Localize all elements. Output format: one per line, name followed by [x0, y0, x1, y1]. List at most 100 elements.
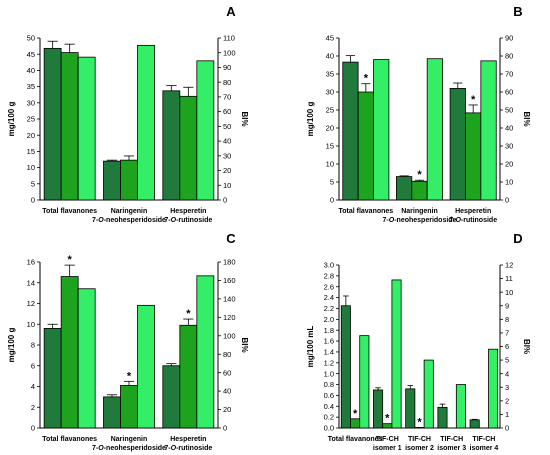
y2-tick-label: 140 — [223, 294, 236, 303]
y-tick-label: 5 — [330, 178, 334, 187]
y2-tick-label: 80 — [223, 350, 231, 359]
chart-panel-a: A 0 5 10 15 20 25 30 35 40 45 50 0 10 20 30 40 50 60 70 80 90… — [7, 4, 249, 224]
y-tick-label: 35 — [326, 70, 334, 79]
bar — [43, 47, 62, 201]
significance-star: * — [68, 254, 73, 266]
y-axis-title: mg/100 mL — [306, 325, 315, 367]
category-label: 7-O-neohesperidoside — [383, 217, 457, 224]
bar — [423, 359, 434, 429]
y2-tick-label: 11 — [505, 274, 513, 283]
panel-letter: B — [513, 4, 522, 19]
y-tick-label: 50 — [27, 34, 35, 43]
category-label: Naringenin — [111, 208, 148, 215]
category-label: Hesperetin — [170, 208, 206, 215]
bar — [77, 288, 96, 429]
bar — [396, 176, 413, 201]
bar — [437, 406, 448, 429]
category-label: TIF-CH — [440, 436, 463, 443]
bar — [373, 389, 384, 429]
y-tick-label: 20 — [326, 124, 334, 133]
category-label: TIF-CH — [408, 436, 431, 443]
y2-tick-label: 20 — [223, 166, 231, 175]
y2-tick-label: 100 — [223, 48, 236, 57]
y2-tick-label: 40 — [223, 137, 231, 146]
bar — [465, 112, 482, 201]
bar — [196, 60, 215, 201]
y-tick-label: 0 — [31, 196, 35, 205]
y2-tick-label: 10 — [505, 178, 513, 187]
y-tick-label: 2.0 — [324, 315, 334, 324]
bar — [357, 91, 374, 201]
category-label: Hesperetin — [170, 436, 206, 443]
bar — [43, 327, 62, 429]
y-tick-label: 3.0 — [324, 261, 334, 270]
panel-letter: D — [513, 231, 522, 246]
y-axis-title: mg/100 g — [306, 102, 315, 137]
y2-tick-label: 4 — [505, 369, 509, 378]
y2-tick-label: 60 — [223, 107, 231, 116]
y-tick-label: 5 — [31, 179, 35, 188]
y2-tick-label: 110 — [223, 34, 235, 43]
category-label: Naringenin — [111, 436, 148, 443]
y-axis-title: mg/100 g — [7, 102, 16, 137]
y-tick-label: 10 — [27, 163, 35, 172]
bar — [340, 305, 351, 429]
y-tick-label: 20 — [27, 131, 35, 140]
category-label: 7-O-neohesperidoside — [92, 217, 166, 224]
significance-star: * — [353, 408, 358, 420]
y-tick-label: 35 — [27, 82, 35, 91]
bar — [60, 276, 79, 429]
y2-tick-label: 70 — [223, 93, 231, 102]
bar — [179, 324, 198, 429]
y2-tick-label: 30 — [223, 151, 231, 160]
bar — [449, 88, 466, 201]
significance-star: * — [364, 73, 369, 85]
y2-tick-label: 30 — [505, 142, 513, 151]
significance-star: * — [417, 416, 422, 428]
y2-tick-label: 20 — [223, 405, 231, 414]
category-label: 7-O-rutinoside — [449, 217, 497, 224]
category-label: Total flavanones — [42, 436, 97, 443]
y-tick-label: 16 — [27, 258, 35, 267]
y2-tick-label: 180 — [223, 258, 236, 267]
bar — [426, 58, 443, 201]
y-tick-label: 2.8 — [324, 271, 334, 280]
category-label: Total flavanones — [338, 208, 393, 215]
y2-axis-title: BI% — [522, 339, 531, 354]
category-label: isomer 1 — [373, 445, 402, 452]
category-label: isomer 3 — [437, 445, 466, 452]
y-tick-label: 0.6 — [324, 391, 334, 400]
bar — [373, 59, 390, 201]
y-tick-label: 1.2 — [324, 358, 334, 367]
y2-tick-label: 0 — [505, 196, 509, 205]
y-tick-label: 10 — [27, 320, 35, 329]
category-label: Total flavanones — [42, 208, 97, 215]
category-label: Total flavanones — [328, 436, 383, 443]
y2-tick-label: 0 — [223, 424, 227, 433]
category-label: 7-O-rutinoside — [164, 445, 212, 452]
bar — [137, 44, 155, 201]
significance-star: * — [186, 308, 191, 320]
y-tick-label: 2.4 — [324, 293, 334, 302]
category-label: isomer 2 — [405, 445, 434, 452]
category-label: isomer 4 — [470, 445, 499, 452]
bar — [405, 388, 416, 429]
y-tick-label: 12 — [27, 299, 35, 308]
significance-star: * — [471, 94, 476, 106]
category-label: Hesperetin — [455, 208, 491, 215]
category-label: TIF-CH — [472, 436, 495, 443]
y2-tick-label: 40 — [505, 124, 513, 133]
y2-tick-label: 5 — [505, 356, 509, 365]
y-tick-label: 2.2 — [324, 304, 334, 313]
y2-tick-label: 60 — [223, 368, 231, 377]
y-tick-label: 25 — [27, 115, 35, 124]
y2-tick-label: 12 — [505, 261, 513, 270]
bar — [120, 385, 138, 429]
bar — [488, 348, 499, 429]
y-tick-label: 30 — [27, 98, 35, 107]
bar — [137, 304, 155, 429]
y2-tick-label: 100 — [223, 331, 236, 340]
category-label: Naringenin — [401, 208, 438, 215]
